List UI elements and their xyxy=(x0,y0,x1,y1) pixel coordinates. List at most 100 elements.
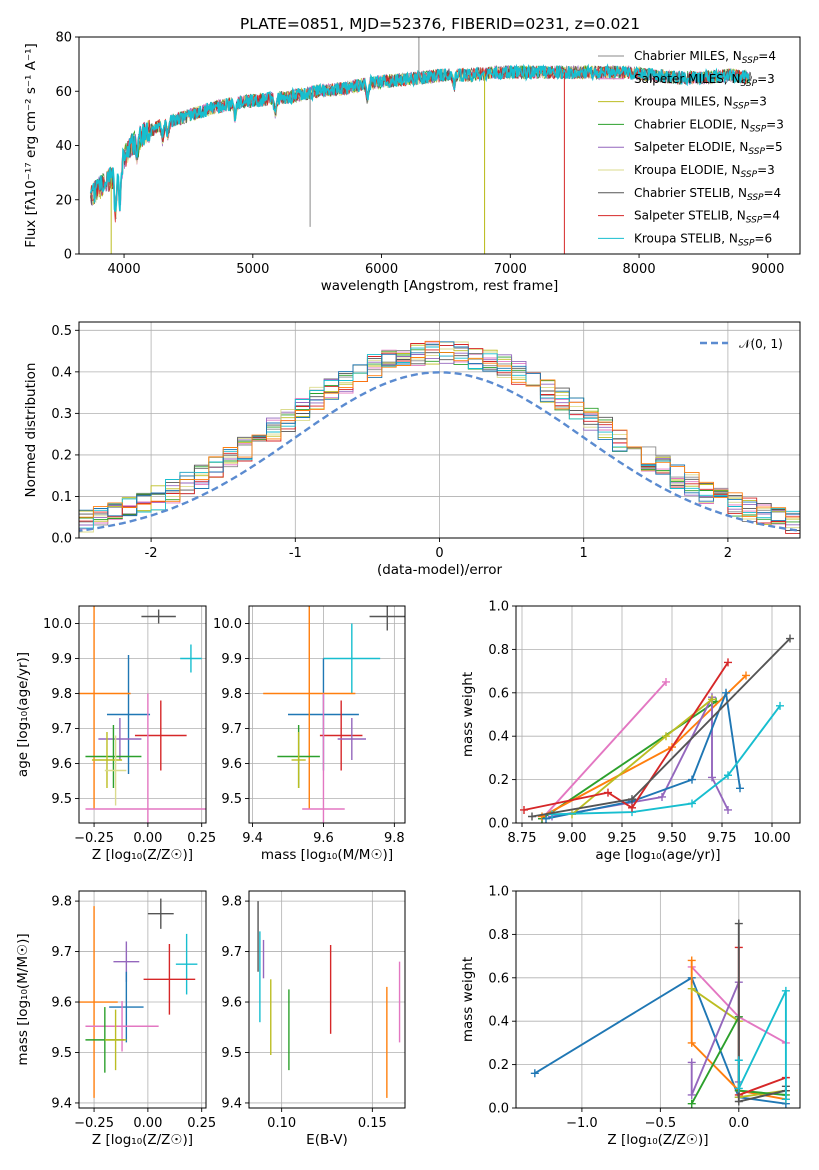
plot-frame xyxy=(515,605,801,824)
series-marker xyxy=(734,1084,743,1093)
y-tick-label: 9.8 xyxy=(221,895,242,910)
y-tick-label: 9.7 xyxy=(51,722,72,737)
series-marker xyxy=(604,788,612,797)
clipped-layer xyxy=(79,340,800,535)
y-tick-label: 0.8 xyxy=(488,928,509,943)
plot-frame xyxy=(78,605,207,824)
x-axis-label: mass [log₁₀(M/M☉)] xyxy=(261,847,393,863)
legend-entry: 𝒩(0, 1) xyxy=(739,337,783,351)
series-marker xyxy=(736,784,744,793)
x-axis-label: wavelength [Angstrom, rest frame] xyxy=(321,278,559,294)
series-marker xyxy=(687,1099,696,1108)
x-tick-label: 0.25 xyxy=(187,1116,216,1131)
series-marker xyxy=(542,814,550,823)
x-axis-label: Z [log₁₀(Z/Z☉)] xyxy=(607,1132,708,1148)
histogram-step-10 xyxy=(79,340,800,525)
x-axis-label: Z [log₁₀(Z/Z☉)] xyxy=(92,847,193,863)
y-tick-label: 9.6 xyxy=(221,996,242,1011)
series-marker xyxy=(687,1090,696,1099)
series-marker xyxy=(708,695,716,704)
clipped-layer xyxy=(79,898,198,1098)
weight-vs-metallicity-panel: −1.0 −0.5 0.0 0.0 0.2 0.4 0.6 0.8 1.0 Z [log₁₀(Z/… xyxy=(460,885,801,1148)
x-axis-label: (data-model)/error xyxy=(377,562,503,578)
legend-text: Chabrier STELIB, N xyxy=(634,186,747,200)
legend-text: Chabrier MILES, N xyxy=(634,49,742,63)
legend-entry: Chabrier STELIB, NSSP=4 xyxy=(634,186,781,203)
y-tick-label: 0.2 xyxy=(488,1058,509,1073)
x-tick-label: 9.6 xyxy=(313,831,334,846)
legend-entry: Chabrier ELODIE, NSSP=3 xyxy=(634,117,784,134)
series-line-7 xyxy=(523,661,729,811)
y-tick-label: 0.6 xyxy=(488,686,509,701)
series-marker xyxy=(722,688,730,697)
y-tick-label: 9.7 xyxy=(51,945,72,960)
y-tick-label: 0.2 xyxy=(51,448,72,463)
x-tick-label: 5000 xyxy=(236,262,269,277)
legend-suffix: =4 xyxy=(764,186,782,200)
legend-entry: Chabrier MILES, NSSP=4 xyxy=(634,49,776,66)
spectrum-panel: 4000 5000 6000 7000 8000 9000 0 20 40 60 80 wavelen… xyxy=(23,31,801,294)
y-tick-label: 9.7 xyxy=(221,722,242,737)
plot-frame xyxy=(248,605,406,824)
plot-frame xyxy=(248,890,406,1109)
x-tick-label: 9000 xyxy=(751,262,784,277)
series-marker xyxy=(781,986,790,995)
legend-text: Salpeter ELODIE, N xyxy=(634,140,748,154)
y-axis-label: Normed distribution xyxy=(23,363,39,498)
legend-suffix: =4 xyxy=(758,49,776,63)
y-tick-label: 40 xyxy=(55,139,72,154)
y-tick-label: 9.5 xyxy=(51,792,72,807)
series-marker xyxy=(724,805,732,814)
x-tick-label: −0.25 xyxy=(74,1116,114,1131)
legend-text: Chabrier ELODIE, N xyxy=(634,117,750,131)
clipped-layer xyxy=(263,606,405,823)
series-line-8 xyxy=(737,990,787,1100)
series-marker xyxy=(724,658,732,667)
series-marker xyxy=(781,1095,790,1104)
x-tick-label: −1.0 xyxy=(566,1116,598,1131)
y-axis-label: mass [log₁₀(M/M☉)] xyxy=(15,933,31,1065)
clipped-layer xyxy=(89,37,753,254)
y-tick-label: 9.6 xyxy=(51,757,72,772)
legend-entry: Kroupa MILES, NSSP=3 xyxy=(634,95,767,112)
figure-title: PLATE=0851, MJD=52376, FIBERID=0231, z=0… xyxy=(240,15,640,33)
legend-subscript: SSP xyxy=(741,79,758,89)
series-marker xyxy=(530,1069,539,1078)
y-tick-label: 1.0 xyxy=(488,885,509,900)
x-tick-label: 9.4 xyxy=(242,831,263,846)
y-tick-label: 9.6 xyxy=(51,996,72,1011)
x-tick-label: 4000 xyxy=(108,262,141,277)
legend-entry: Salpeter STELIB, NSSP=4 xyxy=(634,209,780,226)
y-tick-label: 60 xyxy=(55,85,72,100)
x-tick-label: -2 xyxy=(145,546,158,561)
clipped-layer xyxy=(257,901,401,1098)
x-tick-label: 0 xyxy=(435,546,443,561)
weight-vs-age-panel: 8.75 9.00 9.25 9.50 9.75 10.00 0.0 0.2 0.4 0.6 0.8… xyxy=(460,600,801,863)
y-tick-label: 0.4 xyxy=(51,365,72,380)
y-tick-label: 0.4 xyxy=(488,1015,509,1030)
legend-subscript: SSP xyxy=(741,170,758,180)
clipped-layer xyxy=(520,634,794,823)
x-tick-label: 1 xyxy=(580,546,588,561)
y-tick-label: 9.9 xyxy=(51,652,72,667)
x-tick-label: 0.0 xyxy=(728,1116,749,1131)
mass-vs-metallicity-panel: −0.25 0.00 0.25 9.4 9.5 9.6 9.7 9.8 Z [log₁₀(Z/Z… xyxy=(15,890,216,1148)
x-tick-label: 10.00 xyxy=(753,831,790,846)
y-tick-label: 0.0 xyxy=(488,817,509,832)
series-marker xyxy=(658,792,666,801)
x-tick-label: 6000 xyxy=(365,262,398,277)
plot-frame xyxy=(78,36,801,255)
legend-suffix: =3 xyxy=(766,117,784,131)
x-axis-label: Z [log₁₀(Z/Z☉)] xyxy=(92,1132,193,1148)
series-marker xyxy=(786,634,794,643)
series-marker xyxy=(662,732,670,741)
series-line-1 xyxy=(541,700,717,820)
x-tick-label: -1 xyxy=(289,546,302,561)
x-tick-label: 9.50 xyxy=(658,831,687,846)
clipped-layer xyxy=(79,606,206,823)
y-tick-label: 9.8 xyxy=(51,895,72,910)
x-tick-label: 9.00 xyxy=(558,831,587,846)
y-tick-label: 0.2 xyxy=(488,773,509,788)
x-tick-label: 0.25 xyxy=(187,831,216,846)
